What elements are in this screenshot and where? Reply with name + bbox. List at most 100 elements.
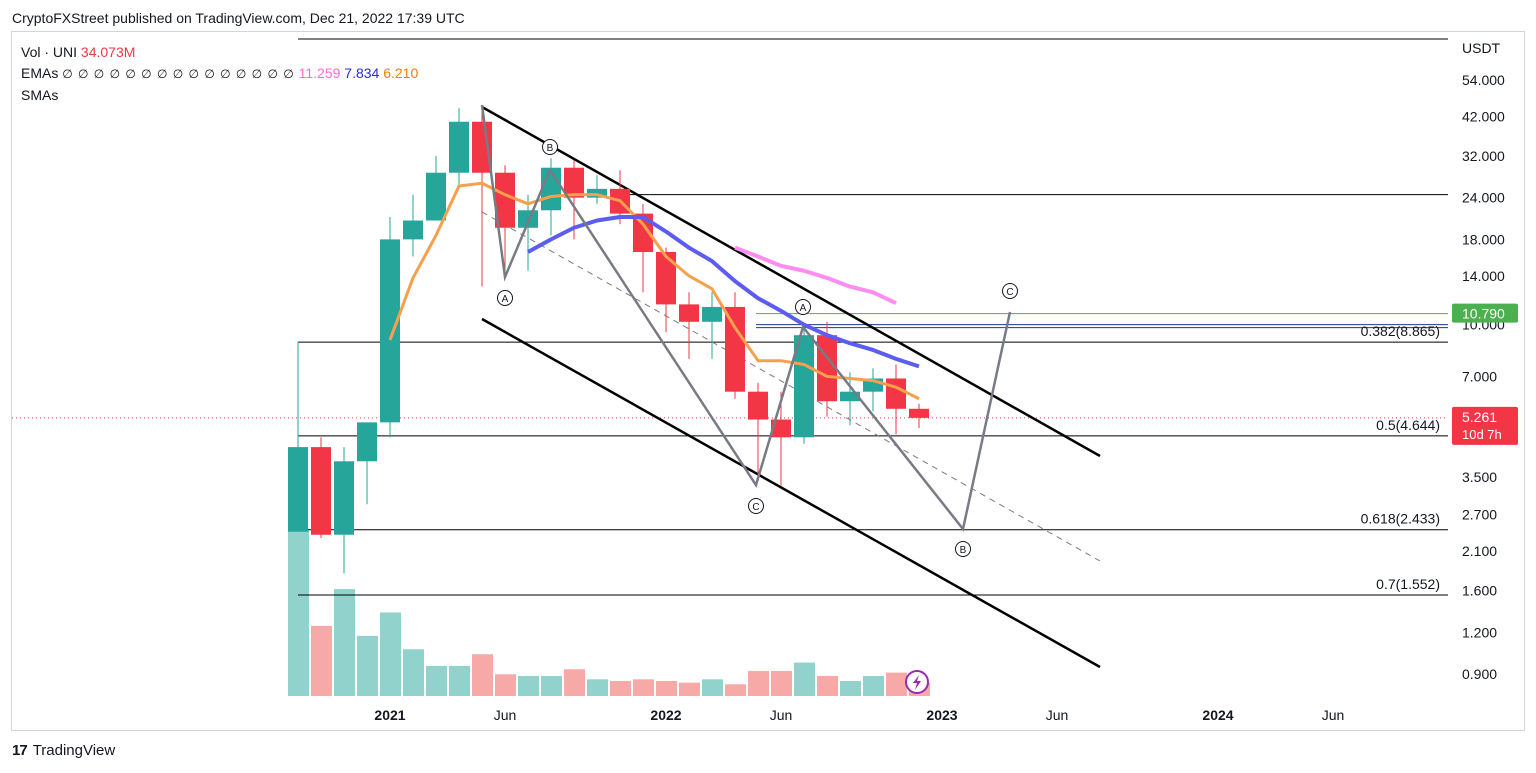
wave-label-circle bbox=[748, 498, 764, 514]
candle-body bbox=[426, 172, 446, 221]
time-axis: 2021 Jun 2022 Jun 2023 Jun 2024 Jun bbox=[374, 707, 1344, 723]
wave-label-circle bbox=[955, 541, 971, 557]
price-tick-label: 1.200 bbox=[1462, 624, 1497, 640]
wave-path bbox=[480, 104, 1012, 532]
candle-body bbox=[541, 167, 561, 211]
smas-label: SMAs bbox=[21, 87, 59, 103]
candle-body bbox=[311, 447, 331, 535]
price-axis: USDT 54.000 42.000 32.000 24.000 18.000 14.000… bbox=[1462, 40, 1505, 682]
volume-label: Vol · UNI bbox=[21, 44, 78, 60]
candle-body bbox=[748, 391, 768, 420]
time-tick-label: 2021 bbox=[374, 707, 405, 723]
ema-value-slow: 11.259 bbox=[298, 65, 341, 81]
time-tick-label: Jun bbox=[494, 707, 517, 723]
fib-level-label: 0.7(1.552) bbox=[1376, 576, 1440, 592]
wave-label: C bbox=[1006, 287, 1013, 298]
volume-bar bbox=[518, 675, 539, 696]
price-tick-label: 18.000 bbox=[1462, 231, 1505, 247]
candle-body bbox=[725, 306, 745, 392]
price-tick-label: 14.000 bbox=[1462, 268, 1505, 284]
wave-label: A bbox=[502, 294, 509, 305]
volume-bar bbox=[633, 679, 654, 696]
time-tick-label: 2023 bbox=[926, 707, 957, 723]
candle-body bbox=[564, 167, 584, 198]
candle-body bbox=[702, 306, 722, 322]
emas-legend: EMAs ∅ ∅ ∅ ∅ ∅ ∅ ∅ ∅ ∅ ∅ ∅ ∅ ∅ ∅ ∅ 11.25… bbox=[21, 63, 418, 85]
volume-bar bbox=[771, 670, 792, 696]
candle-body bbox=[679, 304, 699, 322]
volume-bar bbox=[334, 589, 355, 696]
price-tick-label: 7.000 bbox=[1462, 368, 1497, 384]
ema-lines bbox=[388, 181, 920, 401]
wave-label-circle bbox=[1002, 283, 1018, 299]
price-tick-label: 32.000 bbox=[1462, 148, 1505, 164]
wave-label: A bbox=[800, 303, 807, 314]
candle-body bbox=[656, 252, 676, 305]
candle-body bbox=[817, 335, 837, 402]
wave-label: C bbox=[752, 502, 759, 513]
price-tick-label: 24.000 bbox=[1462, 190, 1505, 206]
price-badge bbox=[1452, 406, 1518, 445]
candle-body bbox=[495, 172, 515, 228]
channel-upper-line bbox=[481, 105, 1101, 458]
price-tick-label: 2.100 bbox=[1462, 543, 1497, 559]
volume-bar bbox=[748, 670, 769, 696]
price-badge bbox=[1452, 303, 1518, 323]
candle-body bbox=[794, 335, 814, 438]
tradingview-footer[interactable]: 17 TradingView bbox=[12, 742, 115, 759]
price-badge-value: 5.261 bbox=[1462, 409, 1497, 425]
volume-bar bbox=[495, 674, 516, 696]
price-badge-value: 10.790 bbox=[1462, 306, 1505, 322]
price-tick-label: 1.600 bbox=[1462, 583, 1497, 599]
volume-bar bbox=[817, 675, 838, 696]
candle-body bbox=[288, 447, 308, 532]
emas-label: EMAs bbox=[21, 65, 59, 81]
currency-label: USDT bbox=[1462, 40, 1501, 56]
tradingview-brand: TradingView bbox=[32, 742, 116, 759]
candle-body bbox=[518, 210, 538, 228]
tradingview-logo-icon: 17 bbox=[12, 742, 28, 759]
candle-body bbox=[334, 461, 354, 535]
fib-level-label: 0.618(2.433) bbox=[1361, 511, 1440, 527]
volume-bar bbox=[702, 679, 723, 696]
candle-body bbox=[771, 419, 791, 438]
ema-mid-line bbox=[527, 215, 920, 369]
price-badges: 10.790 5.261 10d 7h bbox=[905, 303, 1518, 694]
time-tick-label: Jun bbox=[770, 707, 793, 723]
smas-legend: SMAs bbox=[21, 85, 418, 106]
wave-label-circle bbox=[542, 139, 558, 155]
volume-bar bbox=[886, 672, 907, 696]
volume-bar bbox=[863, 675, 884, 696]
volume-bar bbox=[357, 635, 378, 696]
volume-bar bbox=[541, 675, 562, 696]
channel-mid-line bbox=[481, 211, 1101, 562]
ema-value-fast: 6.210 bbox=[383, 65, 419, 81]
volume-bar bbox=[403, 649, 424, 696]
time-tick-label: 2024 bbox=[1202, 707, 1233, 723]
lightning-icon-glyph bbox=[913, 675, 921, 690]
wave-label: B bbox=[547, 143, 554, 154]
candle-body bbox=[633, 213, 653, 253]
chart-frame bbox=[11, 31, 1525, 731]
volume-bar bbox=[679, 682, 700, 696]
volume-bar bbox=[380, 612, 401, 696]
emas-empty-values: ∅ ∅ ∅ ∅ ∅ ∅ ∅ ∅ ∅ ∅ ∅ ∅ ∅ ∅ ∅ bbox=[62, 67, 295, 81]
volume-value: 34.073M bbox=[80, 44, 136, 60]
wave-label: B bbox=[960, 545, 967, 556]
price-tick-label: 2.700 bbox=[1462, 507, 1497, 523]
ema-value-mid: 7.834 bbox=[344, 65, 380, 81]
price-badge-countdown: 10d 7h bbox=[1462, 427, 1502, 442]
candle-body bbox=[840, 391, 860, 402]
volume-bar bbox=[610, 680, 631, 696]
candle-body bbox=[886, 378, 906, 409]
fib-level-label: 0.5(4.644) bbox=[1376, 417, 1440, 433]
time-tick-label: Jun bbox=[1322, 707, 1345, 723]
volume-bar bbox=[840, 680, 861, 696]
volume-bar bbox=[725, 684, 746, 696]
volume-bar bbox=[449, 665, 470, 696]
ema-fast-line bbox=[388, 181, 920, 401]
wave-label-circle bbox=[795, 299, 811, 315]
channel-lower-line bbox=[481, 317, 1101, 669]
volume-bar bbox=[587, 679, 608, 696]
